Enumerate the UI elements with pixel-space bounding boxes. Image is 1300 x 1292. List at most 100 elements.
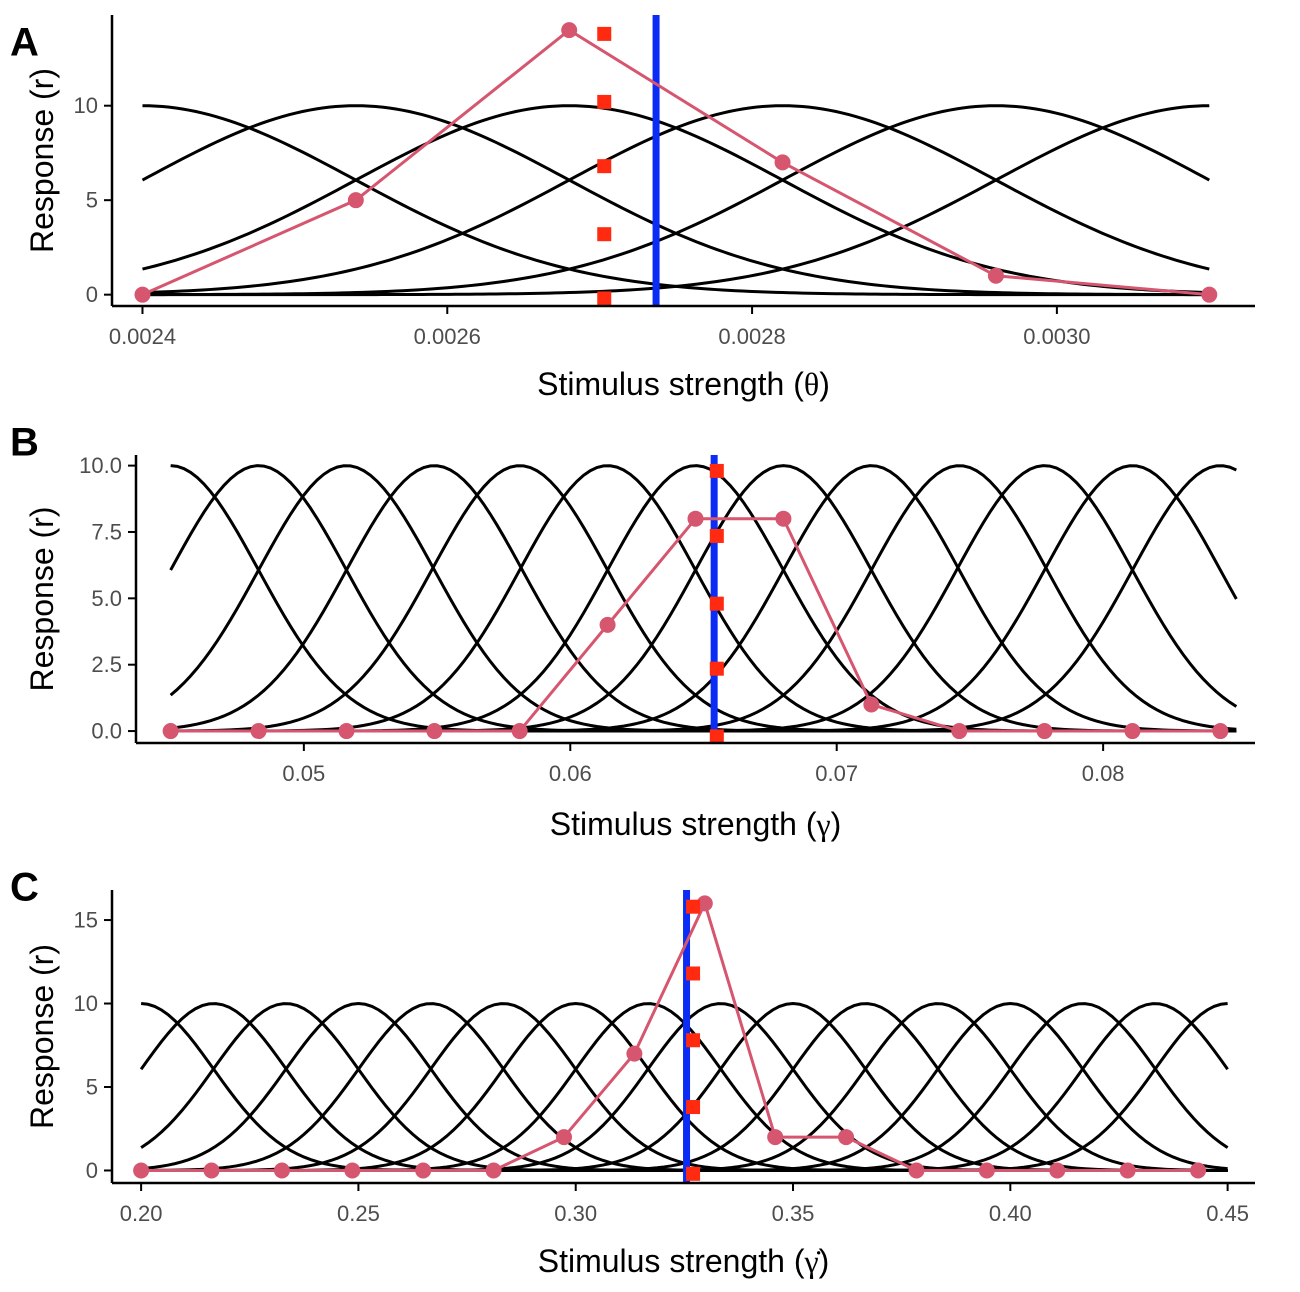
x-tick-label: 0.25 bbox=[337, 1201, 380, 1226]
population-response-point bbox=[134, 286, 151, 303]
population-response-point bbox=[162, 723, 179, 740]
population-response-point bbox=[1049, 1162, 1066, 1179]
decoded-estimate-marker bbox=[597, 291, 612, 306]
x-axis-title: Stimulus strength (γ) bbox=[550, 806, 842, 842]
decoded-estimate-marker bbox=[709, 596, 724, 611]
y-tick-label: 5.0 bbox=[91, 586, 122, 611]
population-response-point bbox=[344, 1162, 361, 1179]
tuning-curve-2 bbox=[141, 104, 1210, 297]
decoded-estimate-marker bbox=[709, 661, 724, 676]
y-tick-label: 10.0 bbox=[79, 453, 122, 478]
population-response-point bbox=[775, 510, 792, 527]
population-response-point bbox=[978, 1162, 995, 1179]
x-tick-label: 0.06 bbox=[549, 761, 592, 786]
decoded-estimate-marker bbox=[686, 1100, 701, 1115]
population-response-point bbox=[863, 696, 880, 713]
x-tick-label: 0.40 bbox=[989, 1201, 1032, 1226]
tuning-curves bbox=[141, 104, 1210, 297]
tuning-curves bbox=[169, 464, 1238, 733]
x-tick-label: 0.0026 bbox=[414, 324, 481, 349]
population-response-point bbox=[1036, 723, 1053, 740]
population-response-point bbox=[599, 616, 616, 633]
y-tick-label: 10 bbox=[74, 93, 98, 118]
x-tick-label: 0.08 bbox=[1082, 761, 1125, 786]
decoded-estimate-marker bbox=[597, 26, 612, 41]
panel-c: C 0 5 10 15 0.20 0.25 0.30 0.35 0.40 0.45 Stimulus … bbox=[10, 866, 1255, 1279]
x-tick-label: 0.05 bbox=[282, 761, 325, 786]
population-response-point bbox=[1124, 723, 1141, 740]
decoded-estimate-marker bbox=[597, 159, 612, 174]
y-axis-title: Response (r) bbox=[24, 507, 60, 692]
population-response-line bbox=[141, 28, 1210, 297]
y-tick-label: 0.0 bbox=[91, 719, 122, 744]
population-response-point bbox=[133, 1162, 150, 1179]
population-response-point bbox=[908, 1162, 925, 1179]
population-response-point bbox=[1201, 286, 1218, 303]
population-response-point bbox=[687, 510, 704, 527]
population-response-line bbox=[170, 517, 1221, 733]
population-response-line bbox=[141, 899, 1199, 1172]
y-axis-title: Response (r) bbox=[24, 944, 60, 1129]
x-tick-label: 0.07 bbox=[815, 761, 858, 786]
y-tick-label: 7.5 bbox=[91, 519, 122, 544]
x-tick-label: 0.20 bbox=[120, 1201, 163, 1226]
panel-a: A 0 5 10 0.0024 0.0026 0.0028 0.0030 Stimulus st… bbox=[10, 15, 1255, 402]
tuning-curve-4 bbox=[170, 464, 1237, 733]
population-response-point bbox=[1212, 723, 1229, 740]
y-tick-label: 2.5 bbox=[91, 652, 122, 677]
x-tick-label: 0.30 bbox=[554, 1201, 597, 1226]
population-response-point bbox=[203, 1162, 220, 1179]
population-response-point bbox=[250, 723, 267, 740]
decoded-estimate-marker bbox=[709, 463, 724, 478]
panel-letter: A bbox=[10, 21, 39, 65]
x-axis-title: Stimulus strength (θ) bbox=[537, 366, 830, 402]
population-response-point bbox=[511, 723, 528, 740]
population-response-point bbox=[1119, 1162, 1136, 1179]
tuning-curve-3 bbox=[142, 104, 1210, 295]
population-response-point bbox=[951, 723, 968, 740]
population-response-point bbox=[561, 22, 578, 39]
y-tick-label: 15 bbox=[74, 908, 98, 933]
population-response-point bbox=[273, 1162, 290, 1179]
y-axis-title: Response (r) bbox=[24, 68, 60, 253]
decoded-estimate-marker bbox=[686, 966, 701, 981]
population-response-point bbox=[774, 154, 791, 171]
y-tick-label: 0 bbox=[86, 1158, 98, 1183]
tuning-curve-6 bbox=[142, 104, 1210, 297]
population-response-point bbox=[696, 895, 713, 912]
population-response-point bbox=[555, 1129, 572, 1146]
population-response-point bbox=[1190, 1162, 1207, 1179]
decoded-estimate-marker bbox=[597, 94, 612, 109]
x-tick-label: 0.0024 bbox=[109, 324, 176, 349]
population-response-point bbox=[415, 1162, 432, 1179]
y-tick-label: 0 bbox=[86, 282, 98, 307]
population-response-point bbox=[426, 723, 443, 740]
decoded-estimate-marker bbox=[686, 899, 701, 914]
decoded-estimate-marker bbox=[709, 528, 724, 543]
population-response-point bbox=[485, 1162, 502, 1179]
decoded-estimate-marker bbox=[597, 227, 612, 242]
x-tick-label: 0.45 bbox=[1206, 1201, 1249, 1226]
panel-letter: C bbox=[10, 866, 39, 910]
y-tick-label: 5 bbox=[86, 188, 98, 213]
tuning-curve-4 bbox=[142, 104, 1210, 295]
population-response-point bbox=[338, 723, 355, 740]
panel-letter: B bbox=[10, 421, 39, 465]
y-tick-label: 10 bbox=[74, 991, 98, 1016]
x-tick-label: 0.0028 bbox=[718, 324, 785, 349]
population-response-point bbox=[838, 1129, 855, 1146]
population-response-point bbox=[987, 267, 1004, 284]
x-tick-label: 0.35 bbox=[772, 1201, 815, 1226]
decoded-estimate-marker bbox=[686, 1166, 701, 1181]
population-response-point bbox=[626, 1045, 643, 1062]
x-axis-title: Stimulus strength (γ̇) bbox=[538, 1243, 830, 1279]
population-response-point bbox=[767, 1129, 784, 1146]
decoded-estimate-marker bbox=[686, 1033, 701, 1048]
tuning-curve-1 bbox=[142, 104, 1210, 297]
x-tick-label: 0.0030 bbox=[1023, 324, 1090, 349]
tuning-curve-5 bbox=[142, 104, 1210, 297]
decoded-estimate-marker bbox=[709, 729, 724, 744]
panel-b: B 0.0 2.5 5.0 7.5 10.0 0.05 0.06 0.07 0.08 Stimulu… bbox=[10, 421, 1255, 842]
population-response-point bbox=[347, 192, 364, 209]
